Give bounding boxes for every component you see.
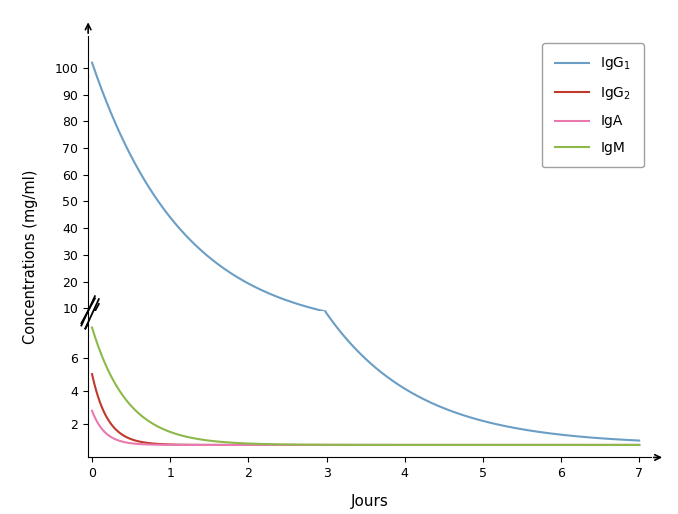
Text: Concentrations (mg/ml): Concentrations (mg/ml) [23,170,38,344]
Legend: IgG$_1$, IgG$_2$, IgA, IgM: IgG$_1$, IgG$_2$, IgA, IgM [542,43,644,168]
X-axis label: Jours: Jours [351,494,388,509]
